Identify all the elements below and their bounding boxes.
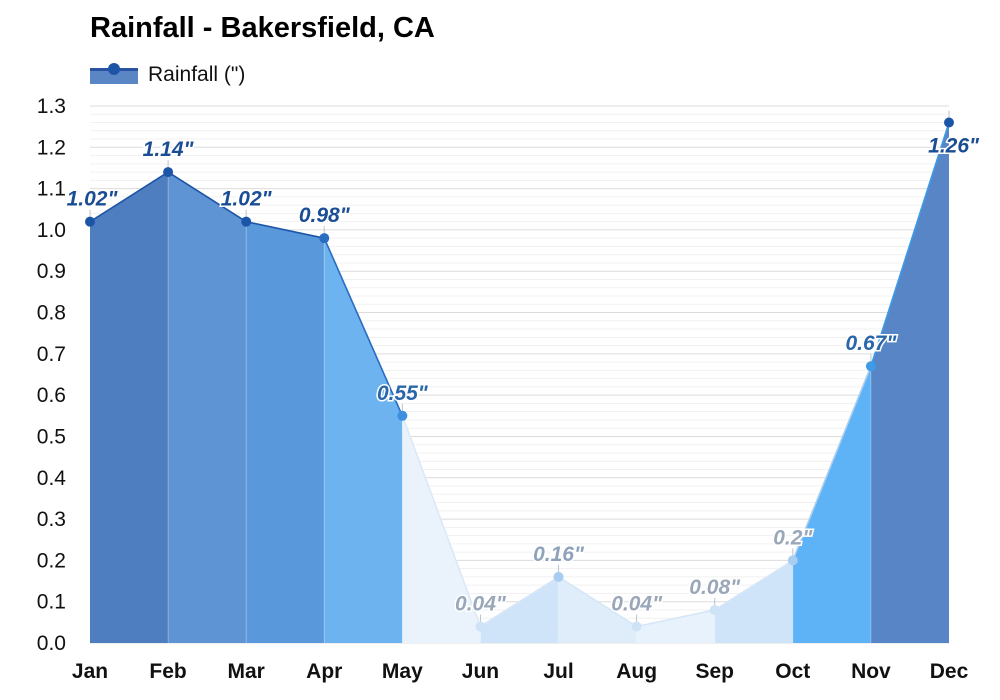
data-label: 1.26" bbox=[928, 135, 980, 158]
area-segment bbox=[402, 415, 481, 643]
data-label: 0.04" bbox=[611, 592, 663, 615]
x-tick-label: May bbox=[382, 660, 423, 683]
y-tick-label: 0.1 bbox=[37, 591, 66, 614]
x-tick-label: Dec bbox=[930, 660, 969, 683]
y-tick-label: 0.7 bbox=[37, 343, 66, 366]
data-point bbox=[163, 167, 174, 178]
y-tick-label: 0.2 bbox=[37, 549, 66, 572]
legend-swatch-icon bbox=[90, 63, 138, 87]
series-line bbox=[167, 171, 247, 223]
y-tick-label: 1.3 bbox=[37, 95, 66, 118]
series-line bbox=[870, 122, 950, 367]
y-tick-label: 1.1 bbox=[37, 178, 66, 201]
data-label: 0.98" bbox=[299, 204, 351, 227]
y-tick-label: 0.5 bbox=[37, 425, 66, 448]
data-point bbox=[787, 555, 798, 566]
y-tick-label: 0.6 bbox=[37, 384, 66, 407]
y-tick-label: 0.4 bbox=[37, 467, 67, 490]
data-point bbox=[397, 410, 408, 421]
series-line bbox=[323, 237, 404, 417]
data-label: 1.02" bbox=[221, 188, 273, 211]
legend-label: Rainfall (") bbox=[148, 63, 246, 86]
area-segment bbox=[636, 609, 715, 643]
x-tick-label: Sep bbox=[695, 660, 734, 683]
x-tick-label: Feb bbox=[149, 660, 186, 683]
data-label: 0.2" bbox=[773, 526, 813, 549]
y-tick-label: 1.0 bbox=[37, 219, 66, 242]
x-tick-label: Aug bbox=[616, 660, 657, 683]
y-tick-label: 0.9 bbox=[37, 260, 66, 283]
data-point bbox=[553, 571, 564, 582]
data-label: 1.02" bbox=[67, 188, 119, 211]
chart-legend: Rainfall (") bbox=[90, 60, 245, 90]
data-label: 0.55" bbox=[377, 382, 429, 405]
x-tick-label: Jul bbox=[543, 660, 573, 683]
data-point bbox=[865, 361, 876, 372]
series-line bbox=[246, 220, 325, 239]
data-point bbox=[944, 117, 954, 128]
series-line bbox=[792, 365, 872, 561]
data-point bbox=[85, 216, 95, 227]
series-line bbox=[89, 171, 169, 223]
data-point bbox=[241, 216, 252, 227]
data-label: 0.08" bbox=[689, 576, 741, 599]
x-tick-label: Jan bbox=[72, 660, 108, 683]
data-label: 0.04" bbox=[455, 592, 507, 615]
area-segment bbox=[90, 172, 169, 644]
x-tick-label: Mar bbox=[228, 660, 265, 683]
y-tick-label: 0.3 bbox=[37, 508, 66, 531]
y-tick-label: 0.8 bbox=[37, 302, 66, 325]
area-segment bbox=[558, 576, 637, 643]
series-line bbox=[636, 609, 715, 628]
x-tick-label: Apr bbox=[306, 660, 342, 683]
series-line bbox=[401, 415, 482, 627]
data-point bbox=[631, 621, 642, 632]
area-segment bbox=[168, 172, 247, 644]
data-point bbox=[475, 621, 486, 632]
area-segment bbox=[324, 238, 403, 643]
data-label: 1.14" bbox=[143, 138, 195, 161]
data-label: 0.67" bbox=[845, 332, 897, 355]
x-tick-label: Oct bbox=[775, 660, 810, 683]
data-point bbox=[709, 604, 720, 615]
area-segment bbox=[792, 366, 871, 643]
y-tick-label: 0.0 bbox=[37, 632, 66, 655]
data-label: 0.16" bbox=[533, 543, 585, 566]
y-tick-label: 1.2 bbox=[37, 136, 66, 159]
x-tick-label: Jun bbox=[462, 660, 499, 683]
x-tick-label: Nov bbox=[851, 660, 891, 683]
area-segment bbox=[480, 576, 559, 643]
chart-title: Rainfall - Bakersfield, CA bbox=[90, 12, 435, 44]
area-segment bbox=[870, 122, 949, 644]
series-line bbox=[480, 576, 559, 628]
data-point bbox=[319, 233, 330, 244]
area-segment bbox=[714, 560, 793, 643]
area-segment bbox=[246, 221, 325, 643]
series-line bbox=[714, 559, 794, 611]
series-line bbox=[558, 576, 638, 628]
